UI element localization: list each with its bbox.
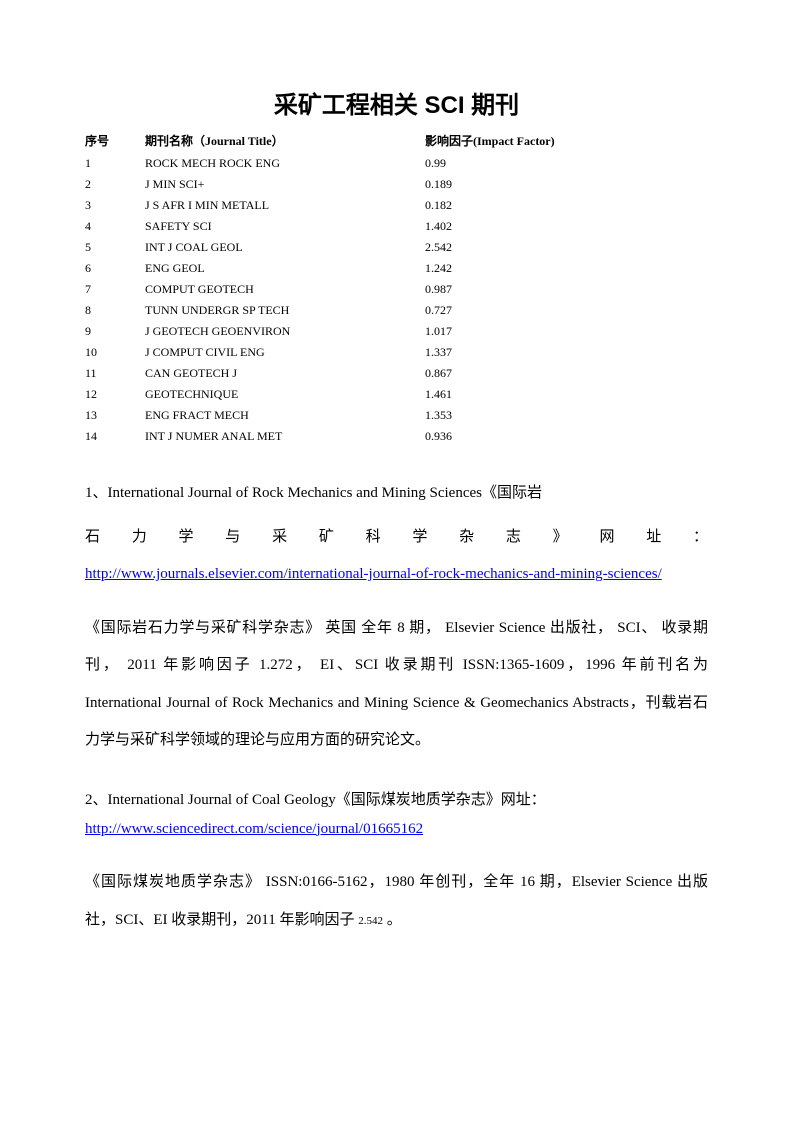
cell-factor: 0.182 [425,198,708,213]
cell-name: J MIN SCI+ [145,177,425,192]
cell-num: 11 [85,366,145,381]
table-row: 9 J GEOTECH GEOENVIRON 1.017 [85,321,708,342]
cell-num: 7 [85,282,145,297]
section-2-paragraph: 《国际煤炭地质学杂志》 ISSN:0166-5162，1980 年创刊，全年 1… [85,864,708,939]
cell-factor: 0.936 [425,429,708,444]
section-1-title-line2: 石力学与采矿科学杂志》网址： [85,519,708,555]
table-row: 2 J MIN SCI+ 0.189 [85,174,708,195]
cell-num: 4 [85,219,145,234]
cell-num: 12 [85,387,145,402]
table-row: 14 INT J NUMER ANAL MET 0.936 [85,426,708,447]
cell-factor: 2.542 [425,240,708,255]
table-header: 序号 期刊名称（Journal Title） 影响因子(Impact Facto… [85,132,708,153]
cell-name: J GEOTECH GEOENVIRON [145,324,425,339]
cell-factor: 0.727 [425,303,708,318]
table-row: 11 CAN GEOTECH J 0.867 [85,363,708,384]
cell-name: GEOTECHNIQUE [145,387,425,402]
journal-table: 序号 期刊名称（Journal Title） 影响因子(Impact Facto… [85,132,708,447]
cell-name: ENG FRACT MECH [145,408,425,423]
section-1-paragraph: 《国际岩石力学与采矿科学杂志》 英国 全年 8 期， Elsevier Scie… [85,610,708,760]
cell-num: 1 [85,156,145,171]
cell-num: 8 [85,303,145,318]
cell-num: 13 [85,408,145,423]
header-factor: 影响因子(Impact Factor) [425,132,708,149]
cell-num: 3 [85,198,145,213]
cell-factor: 1.353 [425,408,708,423]
cell-name: SAFETY SCI [145,219,425,234]
section-2: 2、International Journal of Coal Geology《… [85,782,708,940]
cell-factor: 1.242 [425,261,708,276]
table-row: 3 J S AFR I MIN METALL 0.182 [85,195,708,216]
header-num: 序号 [85,132,145,149]
cell-name: ENG GEOL [145,261,425,276]
cell-num: 10 [85,345,145,360]
cell-name: J S AFR I MIN METALL [145,198,425,213]
cell-factor: 1.402 [425,219,708,234]
cell-factor: 1.337 [425,345,708,360]
header-name: 期刊名称（Journal Title） [145,132,425,149]
cell-name: INT J NUMER ANAL MET [145,429,425,444]
cell-factor: 0.867 [425,366,708,381]
cell-factor: 0.987 [425,282,708,297]
cell-num: 2 [85,177,145,192]
page-title: 采矿工程相关 SCI 期刊 [85,85,708,120]
cell-num: 14 [85,429,145,444]
cell-num: 9 [85,324,145,339]
cell-name: J COMPUT CIVIL ENG [145,345,425,360]
cell-factor: 1.461 [425,387,708,402]
cell-num: 5 [85,240,145,255]
table-row: 6 ENG GEOL 1.242 [85,258,708,279]
cell-name: CAN GEOTECH J [145,366,425,381]
cell-num: 6 [85,261,145,276]
table-row: 10 J COMPUT CIVIL ENG 1.337 [85,342,708,363]
cell-factor: 1.017 [425,324,708,339]
cell-name: ROCK MECH ROCK ENG [145,156,425,171]
cell-name: COMPUT GEOTECH [145,282,425,297]
section-1-title-line1: 1、International Journal of Rock Mechanic… [85,475,708,511]
table-row: 5 INT J COAL GEOL 2.542 [85,237,708,258]
table-row: 7 COMPUT GEOTECH 0.987 [85,279,708,300]
table-row: 1 ROCK MECH ROCK ENG 0.99 [85,153,708,174]
cell-name: INT J COAL GEOL [145,240,425,255]
section-2-link[interactable]: http://www.sciencedirect.com/science/jou… [85,818,708,841]
section-1-link[interactable]: http://www.journals.elsevier.com/interna… [85,563,708,586]
cell-factor: 0.189 [425,177,708,192]
cell-factor: 0.99 [425,156,708,171]
table-row: 12 GEOTECHNIQUE 1.461 [85,384,708,405]
section-1: 1、International Journal of Rock Mechanic… [85,475,708,760]
cell-name: TUNN UNDERGR SP TECH [145,303,425,318]
table-row: 4 SAFETY SCI 1.402 [85,216,708,237]
table-row: 8 TUNN UNDERGR SP TECH 0.727 [85,300,708,321]
section-2-title: 2、International Journal of Coal Geology《… [85,782,708,818]
table-row: 13 ENG FRACT MECH 1.353 [85,405,708,426]
